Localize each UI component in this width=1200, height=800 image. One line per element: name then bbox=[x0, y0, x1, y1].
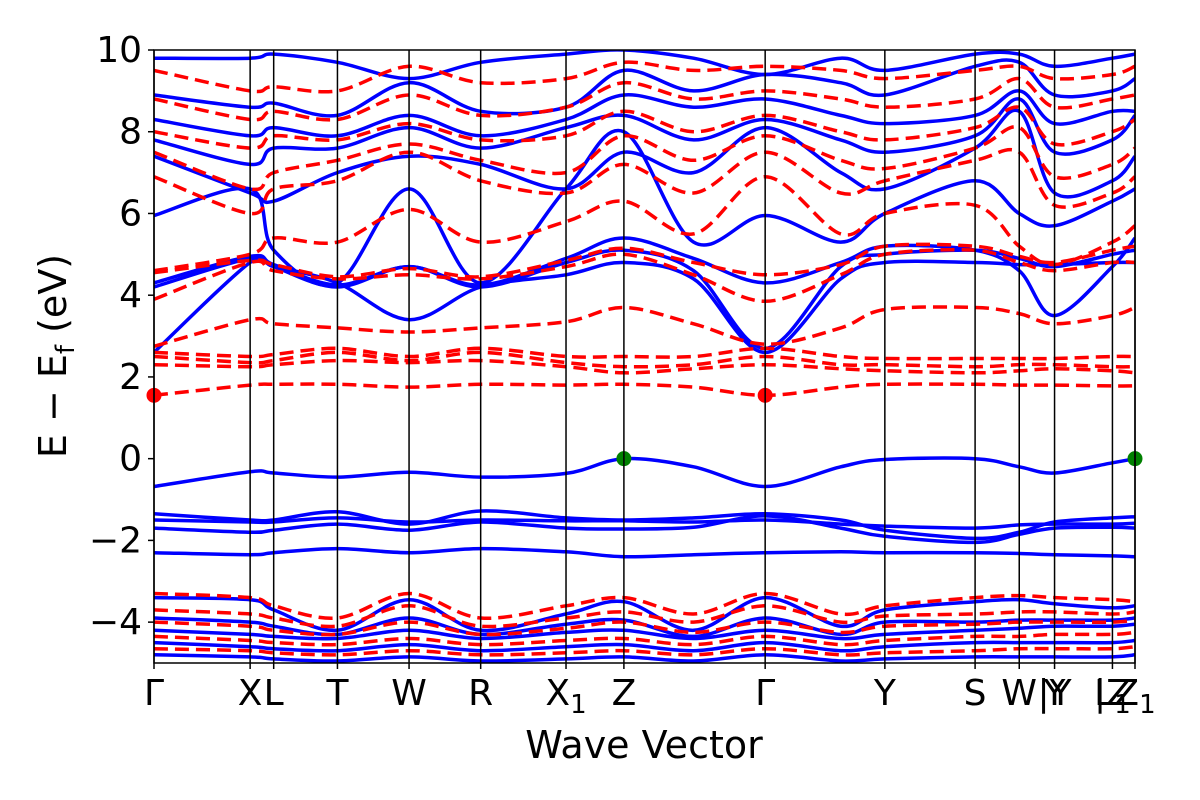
spin-down-band-20 bbox=[154, 358, 1135, 375]
y-axis-label-main: E − E bbox=[31, 354, 75, 458]
spin-up-band-16 bbox=[154, 89, 1135, 138]
y-tick-label-0: −4 bbox=[89, 602, 142, 643]
spin-up-band-4 bbox=[154, 546, 1135, 559]
y-axis-label: E − Ef (eV) bbox=[31, 254, 81, 458]
y-axis-label-unit: (eV) bbox=[31, 254, 75, 345]
y-tick-label-1: −2 bbox=[89, 520, 142, 561]
x-tick-label-1: X bbox=[238, 673, 263, 714]
x-tick-label-13: L1 bbox=[1094, 673, 1131, 720]
spin-down-band-31 bbox=[154, 60, 1135, 94]
y-axis-ticks: −4 −2 0 2 4 6 8 10 bbox=[89, 30, 154, 643]
y-tick-label-4: 4 bbox=[119, 275, 142, 316]
spin-up-band-1 bbox=[154, 509, 1135, 541]
spin-up-band-3 bbox=[154, 514, 1135, 545]
x-tick-label-11: W bbox=[1001, 673, 1037, 714]
spin-up-band-12 bbox=[154, 236, 1135, 318]
spin-down-band-23 bbox=[154, 305, 1135, 348]
spin-down-band-24 bbox=[154, 247, 1135, 304]
spin-up-band-18 bbox=[154, 50, 1135, 81]
y-tick-label-7: 10 bbox=[96, 30, 142, 71]
x-tick-label-3: T bbox=[325, 673, 349, 714]
spin-down-band-28 bbox=[154, 125, 1135, 192]
spin-up-band-2 bbox=[154, 516, 1135, 530]
x-tick-label-6: X1 bbox=[545, 673, 586, 720]
y-tick-label-6: 8 bbox=[119, 112, 142, 153]
spin-up-band-14 bbox=[154, 108, 1135, 205]
y-tick-label-3: 2 bbox=[119, 357, 142, 398]
x-extra-tick-label-0: |Y bbox=[1037, 673, 1072, 714]
spin-down-band-33 bbox=[154, 604, 1135, 629]
x-tick-label-5: R bbox=[468, 673, 493, 714]
plot-frame bbox=[153, 49, 1136, 664]
x-tick-label-9: Y bbox=[873, 673, 897, 714]
x-tick-label-0: Γ bbox=[144, 673, 164, 714]
y-tick-label-5: 6 bbox=[119, 193, 142, 234]
spin-down-band-21 bbox=[154, 350, 1135, 369]
spin-down-band-35 bbox=[154, 630, 1135, 647]
y-tick-label-2: 0 bbox=[119, 439, 142, 480]
spin-down-band-32 bbox=[154, 591, 1135, 621]
x-tick-label-8: Γ bbox=[755, 673, 775, 714]
x-tick-label-7: Z bbox=[612, 673, 637, 714]
x-tick-label-4: W bbox=[391, 673, 427, 714]
x-tick-label-12: Y bbox=[1043, 673, 1067, 714]
x-tick-label-10: S bbox=[964, 673, 987, 714]
spin-up-band-9 bbox=[154, 653, 1135, 663]
spin-up-band-8 bbox=[154, 638, 1135, 653]
x-tick-label-2: L bbox=[264, 673, 284, 714]
spin-down-band-29 bbox=[154, 105, 1135, 150]
spin-up-band-0 bbox=[154, 456, 1135, 489]
spin-up-band-7 bbox=[154, 622, 1135, 641]
spin-down-band-25 bbox=[154, 242, 1135, 279]
spin-down-band-36 bbox=[154, 644, 1135, 657]
spin-up-band-15 bbox=[154, 97, 1135, 167]
y-axis-label-sub: f bbox=[51, 344, 81, 354]
x-extra-tick-label-1: |Z bbox=[1094, 673, 1131, 714]
spin-down-band-30 bbox=[154, 76, 1135, 122]
spin-down-band-34 bbox=[154, 618, 1135, 637]
x-tick-label-14: Z1 bbox=[1114, 673, 1155, 720]
x-axis-label: Wave Vector bbox=[525, 723, 763, 767]
spin-down-band-22 bbox=[154, 346, 1135, 361]
spin-down-band-19 bbox=[154, 382, 1135, 398]
spin-up-band-13 bbox=[154, 128, 1135, 287]
